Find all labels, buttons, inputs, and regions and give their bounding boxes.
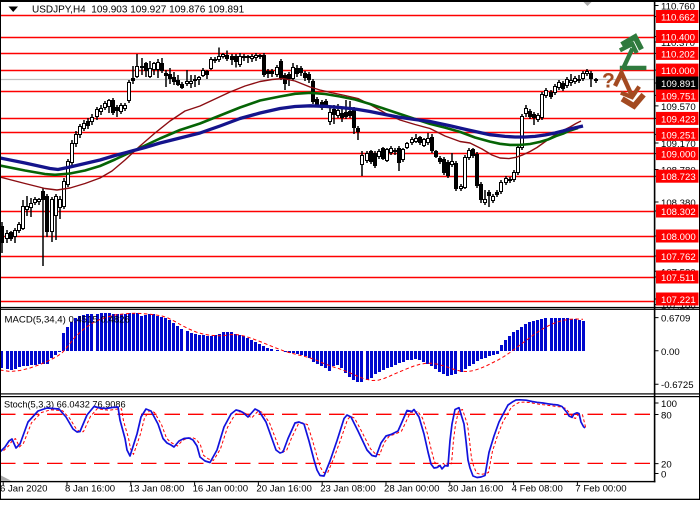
svg-text:109.751: 109.751 [661,91,696,102]
svg-text:108.723: 108.723 [661,172,696,183]
svg-text:28 Jan 00:00: 28 Jan 00:00 [384,484,439,495]
svg-text:13 Jan 08:00: 13 Jan 08:00 [129,484,184,495]
svg-text:109.891: 109.891 [661,79,696,90]
svg-text:80: 80 [661,411,672,422]
svg-text:Stoch(5,3,3) 66.0432 76.9086: Stoch(5,3,3) 66.0432 76.9086 [4,400,126,410]
svg-text:20: 20 [661,460,672,471]
svg-text:30 Jan 16:00: 30 Jan 16:00 [448,484,503,495]
svg-text:-0.6725: -0.6725 [661,380,694,391]
svg-text:6 Jan 2020: 6 Jan 2020 [0,484,47,495]
svg-text:109.251: 109.251 [661,130,696,141]
svg-text:109.570: 109.570 [661,102,696,113]
svg-text:109.170: 109.170 [661,139,696,150]
svg-text:109.000: 109.000 [661,150,696,161]
svg-text:107.221: 107.221 [661,295,696,306]
svg-text:110.662: 110.662 [661,13,695,24]
svg-text:108.000: 108.000 [661,232,696,243]
svg-text:0: 0 [661,470,666,481]
svg-text:20 Jan 16:00: 20 Jan 16:00 [256,484,311,495]
svg-text:110.760: 110.760 [661,2,695,13]
svg-text:7 Feb 00:00: 7 Feb 00:00 [575,484,626,495]
svg-text:109.423: 109.423 [661,114,696,125]
svg-text:0.00: 0.00 [661,347,680,358]
svg-text:110.370: 110.370 [661,38,695,49]
svg-text:107.511: 107.511 [661,273,695,284]
svg-text:23 Jan 08:00: 23 Jan 08:00 [320,484,375,495]
svg-text:100: 100 [661,399,677,410]
svg-text:107.762: 107.762 [661,252,696,263]
svg-text:110.400: 110.400 [661,33,695,44]
svg-text:0.6709: 0.6709 [661,314,690,325]
svg-text:MACD(5,34,4) 0.4515 0.4826: MACD(5,34,4) 0.4515 0.4826 [5,315,130,326]
svg-text:USDJPY,H4 109.903 109.927 109: USDJPY,H4 109.903 109.927 109.876 109.89… [32,5,245,16]
svg-text:110.000: 110.000 [661,66,695,77]
svg-text:110.202: 110.202 [661,49,695,60]
svg-text:8 Jan 16:00: 8 Jan 16:00 [65,484,115,495]
svg-text:108.302: 108.302 [661,207,696,218]
svg-text:4 Feb 08:00: 4 Feb 08:00 [512,484,563,495]
svg-text:16 Jan 00:00: 16 Jan 00:00 [193,484,248,495]
svg-text:107.180: 107.180 [661,301,696,312]
svg-text:108.380: 108.380 [661,198,696,209]
svg-text:?: ? [602,70,615,93]
